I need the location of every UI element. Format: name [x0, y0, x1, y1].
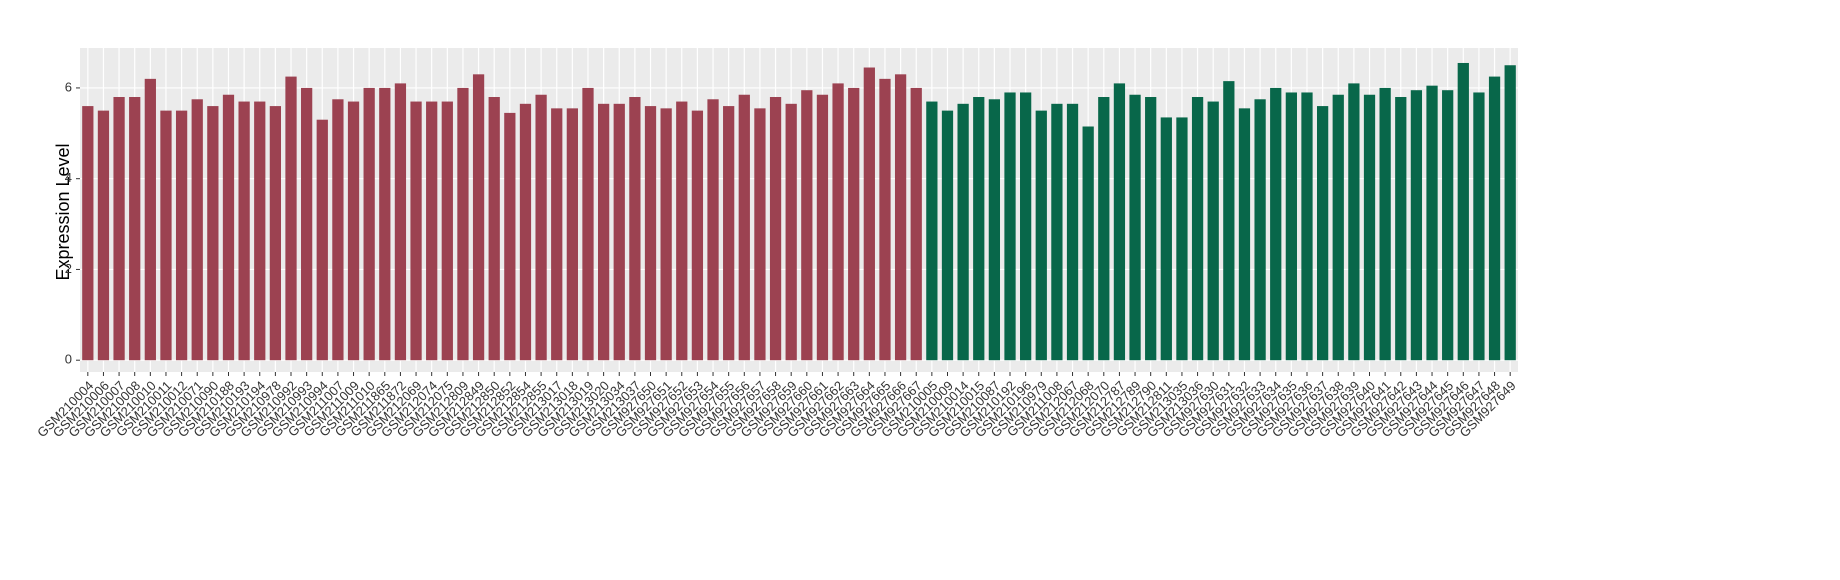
- bar: [863, 67, 875, 361]
- bar: [394, 83, 407, 361]
- bar: [1223, 81, 1235, 361]
- bar: [1504, 65, 1516, 361]
- bar: [973, 97, 985, 361]
- bar: [691, 110, 704, 361]
- bar: [113, 97, 125, 361]
- bar: [801, 90, 813, 361]
- bar: [1238, 108, 1251, 361]
- bar: [1020, 92, 1032, 361]
- bar: [144, 78, 156, 361]
- bar: [175, 110, 188, 361]
- bar: [769, 97, 782, 361]
- bar: [410, 101, 422, 361]
- bar: [910, 87, 922, 361]
- bar: [316, 119, 328, 361]
- bar: [347, 101, 360, 361]
- bar: [1145, 97, 1157, 361]
- bar: [1113, 83, 1126, 361]
- bar: [457, 87, 469, 361]
- bar: [660, 108, 672, 361]
- bar: [488, 97, 500, 361]
- bar: [222, 94, 235, 361]
- bar: [1051, 103, 1063, 361]
- bar: [941, 110, 954, 361]
- bar: [1160, 117, 1172, 361]
- bar: [707, 99, 719, 361]
- bar: [1363, 94, 1376, 361]
- bar: [879, 78, 891, 361]
- bar: [1488, 76, 1501, 361]
- bar: [1129, 94, 1141, 361]
- y-tick-label: 0: [65, 352, 72, 367]
- bar: [269, 106, 282, 361]
- bar: [82, 106, 94, 361]
- bar: [848, 87, 860, 361]
- bar: [1254, 99, 1266, 361]
- y-tick-label: 2: [65, 261, 72, 276]
- bar: [1285, 92, 1297, 361]
- bar: [441, 101, 453, 361]
- bar: [582, 87, 594, 361]
- bar: [613, 103, 625, 361]
- bar: [832, 83, 844, 361]
- bar: [1426, 85, 1438, 361]
- bar: [1035, 110, 1047, 361]
- bar: [754, 108, 766, 361]
- bar: [1098, 97, 1110, 361]
- bar: [816, 94, 829, 361]
- bar: [644, 106, 657, 361]
- bar: [785, 103, 797, 361]
- bar: [238, 101, 250, 361]
- bar: [97, 110, 110, 361]
- bar: [535, 94, 547, 361]
- bar: [1066, 103, 1079, 361]
- bar: [723, 106, 735, 361]
- bar: [629, 97, 641, 361]
- bar: [504, 112, 516, 361]
- bar: [676, 101, 688, 361]
- bar: [738, 94, 750, 361]
- bar: [1379, 87, 1391, 361]
- bar: [363, 87, 375, 361]
- bar: [926, 101, 938, 361]
- bar: [129, 97, 141, 361]
- bar: [1176, 117, 1188, 361]
- bar: [332, 99, 344, 361]
- y-tick-label: 4: [65, 170, 72, 185]
- bar: [1442, 90, 1454, 361]
- bar: [426, 101, 438, 361]
- bar: [472, 74, 485, 361]
- bar: [1191, 97, 1204, 361]
- bar: [254, 101, 266, 361]
- bar: [301, 87, 313, 361]
- bar: [160, 110, 172, 361]
- bar: [207, 106, 219, 361]
- bar: [988, 99, 1001, 361]
- y-tick-label: 6: [65, 79, 72, 94]
- bar: [1332, 94, 1344, 361]
- bar: [1395, 97, 1407, 361]
- y-axis-title: Expression Level: [53, 143, 73, 280]
- bar: [1270, 87, 1282, 361]
- bar: [1473, 92, 1485, 361]
- bar: [1457, 62, 1469, 361]
- bar: [1004, 92, 1016, 361]
- bar: [1301, 92, 1313, 361]
- bar: [894, 74, 907, 361]
- bar: [519, 103, 532, 361]
- bar: [1316, 106, 1329, 361]
- bar: [1082, 126, 1094, 361]
- bar: [191, 99, 203, 361]
- bar: [1410, 90, 1423, 361]
- bar: [285, 76, 297, 361]
- bar: [597, 103, 610, 361]
- bar: [1207, 101, 1219, 361]
- bar: [379, 87, 391, 361]
- bar: [957, 103, 969, 361]
- bar: [566, 108, 578, 361]
- bar: [551, 108, 563, 361]
- bar: [1348, 83, 1360, 361]
